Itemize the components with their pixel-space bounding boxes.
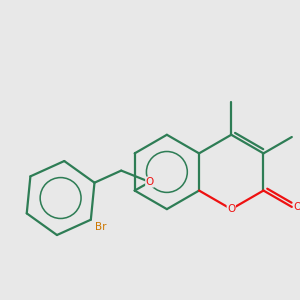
- Text: Br: Br: [95, 222, 106, 232]
- Text: O: O: [227, 204, 236, 214]
- Text: O: O: [146, 177, 154, 187]
- Text: O: O: [293, 202, 300, 212]
